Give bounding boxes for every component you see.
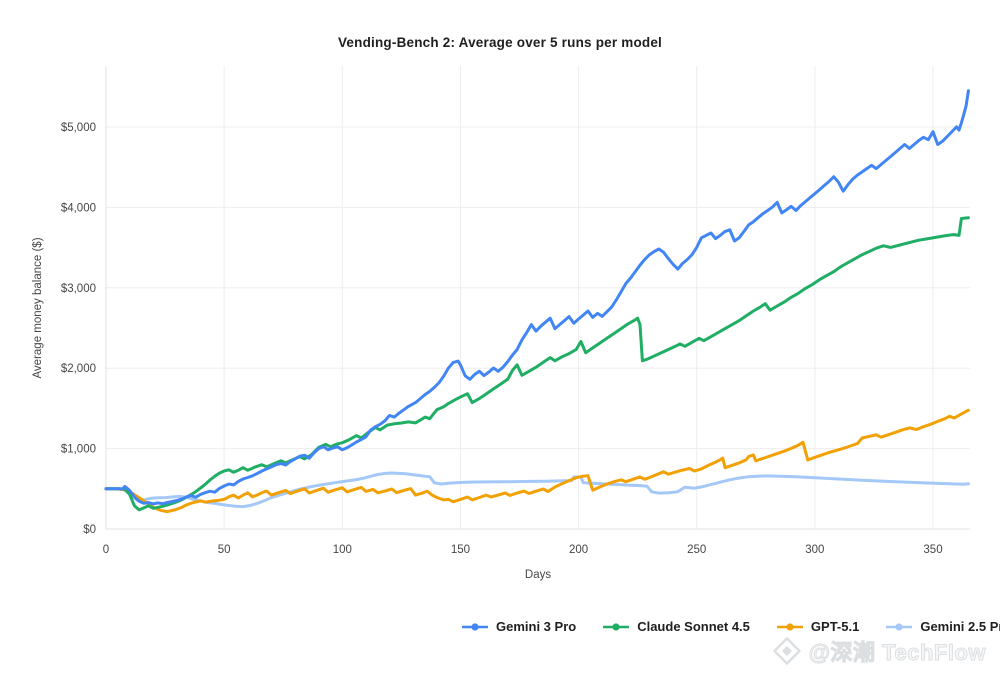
series-line-claude-sonnet-4-5: [104, 216, 970, 512]
legend-marker-icon: [462, 622, 488, 631]
legend-item-gpt-5-1: GPT-5.1: [776, 619, 860, 634]
series-line-gpt-5-1: [104, 408, 970, 514]
legend-label: Gemini 3 Pro: [496, 619, 577, 634]
legend-label: Claude Sonnet 4.5: [637, 619, 750, 634]
x-axis-title: Days: [524, 569, 552, 581]
legend-label: GPT-5.1: [810, 619, 860, 634]
x-tick-label: 0: [103, 544, 109, 556]
legend-item-gemini-2-5-pro: Gemini 2.5 Pro: [886, 619, 1000, 634]
legend-marker-icon: [603, 622, 630, 631]
techflow-diamond-icon: [772, 637, 801, 665]
x-tick-label: 350: [923, 544, 942, 556]
legend-item-gemini-3-pro: Gemini 3 Pro: [462, 619, 576, 634]
watermark: @深潮 TechFlow: [772, 635, 986, 667]
x-tick-label: 150: [451, 544, 470, 556]
series-line-gemini-2-5-pro: [104, 471, 970, 509]
y-tick-label: $1,000: [61, 444, 96, 456]
y-tick-label: $4,000: [61, 202, 96, 214]
y-tick-label: $0: [83, 524, 96, 536]
x-tick-label: 50: [218, 544, 231, 556]
legend-item-claude-sonnet-4-5: Claude Sonnet 4.5: [603, 619, 750, 634]
y-tick-label: $3,000: [61, 283, 96, 295]
x-tick-label: 200: [569, 544, 588, 556]
chart-title: Vending-Bench 2: Average over 5 runs per…: [337, 35, 663, 50]
legend-marker-icon: [776, 622, 803, 631]
x-tick-label: 300: [805, 544, 824, 556]
legend-label: Gemini 2.5 Pro: [920, 619, 1000, 634]
series-line-gemini-3-pro: [104, 89, 970, 506]
legend-marker-icon: [886, 622, 913, 631]
x-tick-label: 100: [333, 544, 352, 556]
x-tick-label: 250: [687, 544, 706, 556]
y-tick-label: $2,000: [61, 363, 96, 375]
y-tick-label: $5,000: [61, 122, 96, 134]
chart-legend: Gemini 3 Pro Claude Sonnet 4.5 GPT-5.1 Gemi…: [462, 619, 1000, 634]
watermark-text: @深潮 TechFlow: [808, 640, 986, 666]
